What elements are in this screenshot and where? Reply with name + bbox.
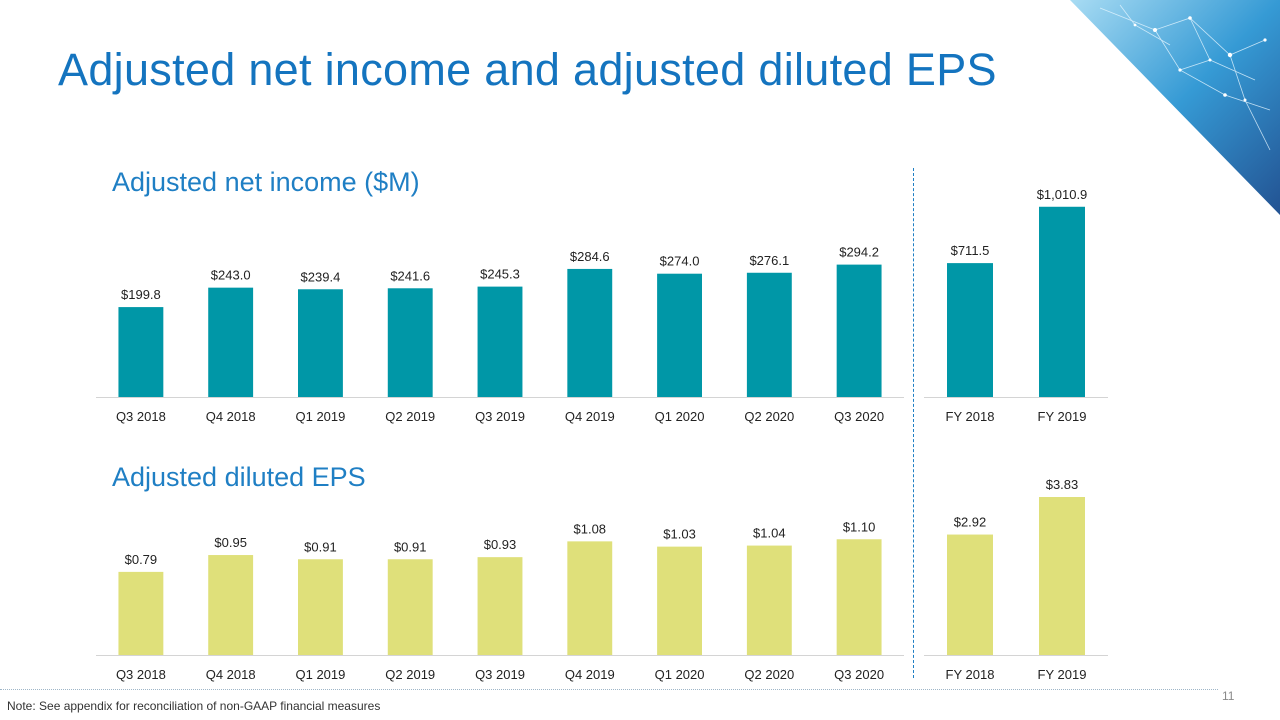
eps-annual-bar xyxy=(1039,497,1085,655)
income-quarterly-data-label: $243.0 xyxy=(211,268,251,283)
income-quarterly-tick-label: Q4 2019 xyxy=(565,409,615,424)
income-quarterly-tick-label: Q1 2020 xyxy=(655,409,705,424)
income-quarterly-data-label: $245.3 xyxy=(480,267,520,282)
eps-quarterly-bar xyxy=(746,545,792,655)
page-number: 11 xyxy=(1222,689,1235,703)
eps-annual-data-label: $3.83 xyxy=(1046,477,1079,492)
income-quarterly-bar xyxy=(298,289,343,397)
income-quarterly-bar xyxy=(657,273,702,397)
income-annual-tick-label: FY 2018 xyxy=(946,409,995,424)
income-quarterly-data-label: $274.0 xyxy=(660,254,700,269)
eps-quarterly-bar xyxy=(208,555,254,655)
eps-quarterly-bar xyxy=(567,541,613,655)
eps-quarterly-bar xyxy=(298,559,343,655)
income-quarterly-data-label: $241.6 xyxy=(390,268,430,283)
eps-quarterly-tick-label: Q2 2020 xyxy=(744,667,794,682)
eps-quarterly-data-label: $1.04 xyxy=(753,526,786,541)
income-quarterly-data-label: $239.4 xyxy=(301,269,341,284)
eps-quarterly-data-label: $1.10 xyxy=(843,519,876,534)
income-quarterly-bar xyxy=(477,286,523,397)
eps-annual-bar xyxy=(947,534,993,655)
income-annual-tick-label: FY 2019 xyxy=(1038,409,1087,424)
eps-quarterly-bar xyxy=(477,557,523,655)
eps-quarterly-tick-label: Q1 2020 xyxy=(655,667,705,682)
income-quarterly-tick-label: Q1 2019 xyxy=(296,409,346,424)
income-quarterly-bar xyxy=(208,287,254,397)
income-quarterly-data-label: $294.2 xyxy=(839,245,879,260)
income-quarterly-data-label: $199.8 xyxy=(121,287,161,302)
eps-quarterly-tick-label: Q4 2019 xyxy=(565,667,615,682)
income-quarterly-tick-label: Q2 2019 xyxy=(385,409,435,424)
eps-annual-tick-label: FY 2018 xyxy=(946,667,995,682)
eps-annual-data-label: $2.92 xyxy=(954,515,987,530)
eps-quarterly-tick-label: Q1 2019 xyxy=(296,667,346,682)
eps-quarterly-bar xyxy=(836,539,882,655)
income-annual-data-label: $1,010.9 xyxy=(1037,187,1088,202)
network-decoration-image xyxy=(1070,0,1280,215)
income-annual-bar xyxy=(947,263,993,397)
slide-title: Adjusted net income and adjusted diluted… xyxy=(58,44,997,95)
eps-quarterly-data-label: $0.93 xyxy=(484,537,517,552)
eps-quarterly-tick-label: Q3 2020 xyxy=(834,667,884,682)
income-quarterly-tick-label: Q4 2018 xyxy=(206,409,256,424)
income-quarterly-tick-label: Q3 2019 xyxy=(475,409,525,424)
eps-quarterly-data-label: $0.91 xyxy=(394,539,427,554)
income-quarterly-bar xyxy=(746,272,792,397)
income-quarterly-data-label: $276.1 xyxy=(749,253,789,268)
income-annual-bar xyxy=(1039,206,1085,397)
income-chart-title: Adjusted net income ($M) xyxy=(112,167,420,197)
footer-divider xyxy=(0,689,1218,690)
income-annual-data-label: $711.5 xyxy=(951,243,990,258)
footer-note: Note: See appendix for reconciliation of… xyxy=(7,699,381,713)
income-quarterly-tick-label: Q3 2020 xyxy=(834,409,884,424)
eps-quarterly-bar xyxy=(118,571,164,655)
eps-quarterly-bar xyxy=(387,559,433,655)
income-quarterly-bar xyxy=(387,288,433,397)
income-quarterly-bar xyxy=(118,307,164,397)
eps-quarterly-bar xyxy=(657,546,702,655)
income-quarterly-data-label: $284.6 xyxy=(570,249,610,264)
eps-quarterly-tick-label: Q2 2019 xyxy=(385,667,435,682)
eps-quarterly-data-label: $1.08 xyxy=(574,521,607,536)
eps-quarterly-data-label: $0.79 xyxy=(125,552,158,567)
eps-quarterly-tick-label: Q3 2018 xyxy=(116,667,166,682)
income-quarterly-bar xyxy=(836,264,882,397)
eps-quarterly-data-label: $0.91 xyxy=(304,539,337,554)
eps-chart-title: Adjusted diluted EPS xyxy=(112,462,366,492)
eps-quarterly-tick-label: Q3 2019 xyxy=(475,667,525,682)
income-quarterly-tick-label: Q2 2020 xyxy=(744,409,794,424)
eps-quarterly-data-label: $0.95 xyxy=(214,535,247,550)
eps-quarterly-tick-label: Q4 2018 xyxy=(206,667,256,682)
income-quarterly-bar xyxy=(567,268,613,397)
eps-annual-tick-label: FY 2019 xyxy=(1038,667,1087,682)
eps-quarterly-data-label: $1.03 xyxy=(663,527,696,542)
section-divider xyxy=(913,168,914,678)
income-quarterly-tick-label: Q3 2018 xyxy=(116,409,166,424)
